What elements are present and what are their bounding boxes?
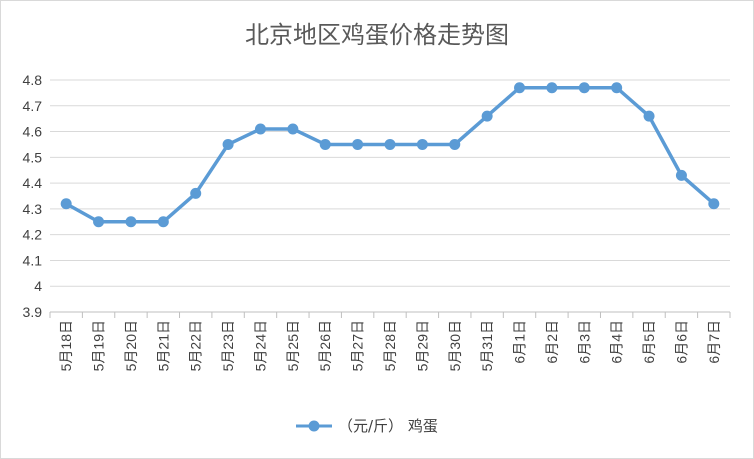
series-line (64, 85, 716, 224)
data-point (60, 198, 72, 210)
data-point (708, 198, 720, 210)
x-tick-label: 6月7日 (706, 320, 722, 364)
data-point (611, 82, 623, 94)
y-tick-label: 4.1 (23, 252, 43, 268)
x-tick-label: 5月31日 (479, 320, 495, 371)
x-tick-label: 5月30日 (447, 320, 463, 371)
series-layer (60, 82, 720, 228)
data-point (287, 123, 299, 135)
x-tick-label: 5月22日 (188, 320, 204, 371)
y-tick-label: 3.9 (23, 304, 43, 320)
y-tick-label: 4.8 (23, 72, 43, 88)
data-point (384, 138, 396, 150)
y-tick-label: 4.3 (23, 201, 43, 217)
x-tick-label: 6月3日 (576, 320, 592, 364)
axes: 3.9 4 4.1 4.2 4.3 4.4 4.5 4.6 4.7 4.8 5月18日 5月19日 5月… (23, 72, 731, 371)
data-point (514, 82, 526, 94)
x-tick-label: 5月29日 (414, 320, 430, 371)
data-point (222, 138, 234, 150)
y-tick-label: 4 (34, 278, 42, 294)
legend-label: （元/斤） 鸡蛋 (338, 417, 438, 435)
data-point (449, 138, 461, 150)
data-point (93, 216, 105, 228)
data-point (578, 82, 590, 94)
x-tick-label: 6月6日 (673, 320, 689, 364)
data-point (481, 110, 493, 122)
data-point (190, 187, 202, 199)
x-tick-label: 5月18日 (58, 320, 74, 371)
x-tick-label: 6月2日 (544, 320, 560, 364)
x-tick-label: 5月19日 (91, 320, 107, 371)
y-tick-label: 4.5 (23, 149, 43, 165)
legend-marker (308, 420, 320, 432)
data-point (416, 138, 428, 150)
x-tick-label: 5月28日 (382, 320, 398, 371)
legend: （元/斤） 鸡蛋 (296, 417, 438, 435)
x-tick-label: 5月23日 (220, 320, 236, 371)
x-tick-label: 5月24日 (252, 320, 268, 371)
data-point (157, 216, 169, 228)
data-point (546, 82, 558, 94)
data-point (675, 169, 687, 181)
data-point (643, 110, 655, 122)
y-tick-label: 4.2 (23, 227, 43, 243)
data-point (319, 138, 331, 150)
data-point (254, 123, 266, 135)
x-tick-label: 5月20日 (123, 320, 139, 371)
x-tick-label: 5月25日 (285, 320, 301, 371)
x-tick-label: 5月27日 (350, 320, 366, 371)
y-tick-label: 4.7 (23, 98, 43, 114)
data-point (352, 138, 364, 150)
y-tick-label: 4.4 (23, 175, 43, 191)
x-tick-label: 6月5日 (641, 320, 657, 364)
x-tick-label: 6月1日 (512, 320, 528, 364)
chart-title: 北京地区鸡蛋价格走势图 (245, 21, 509, 49)
x-tick-label: 5月26日 (317, 320, 333, 371)
y-tick-label: 4.6 (23, 124, 43, 140)
gridlines (50, 79, 730, 313)
data-point (125, 216, 137, 228)
x-tick-label: 6月4日 (609, 320, 625, 364)
x-tick-label: 5月21日 (155, 320, 171, 371)
